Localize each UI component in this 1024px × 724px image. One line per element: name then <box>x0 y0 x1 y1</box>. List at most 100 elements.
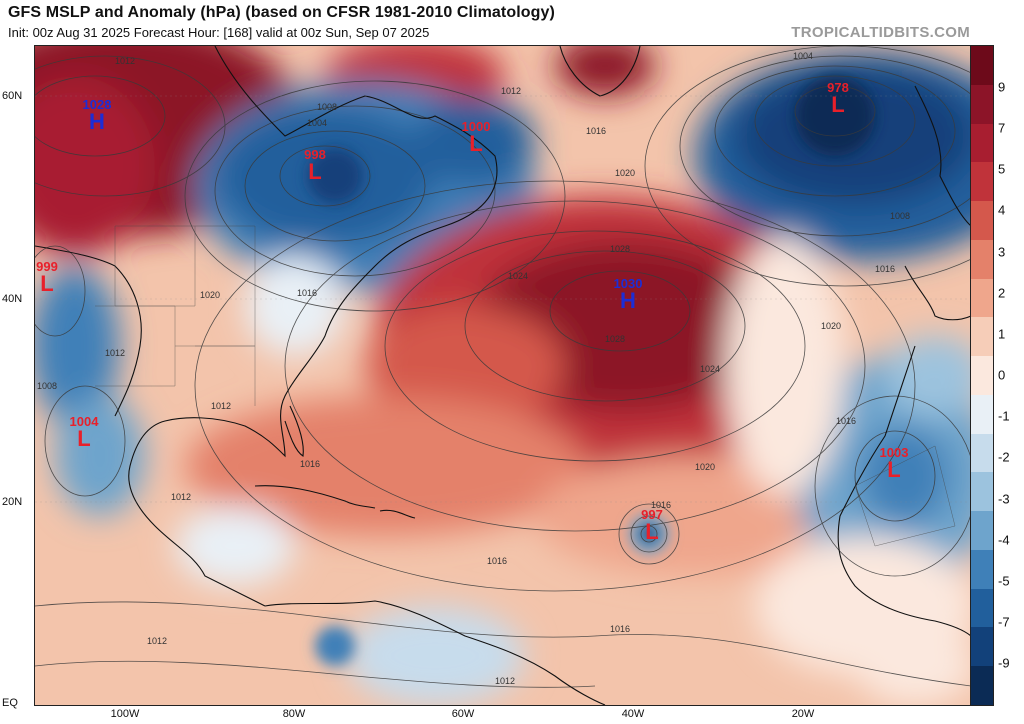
isobar <box>194 180 916 592</box>
isobar-label: 1012 <box>495 676 516 686</box>
isobar-label: 1004 <box>793 51 814 61</box>
coastline-north-america <box>128 46 498 607</box>
isobar <box>714 65 956 197</box>
low-pressure-center: 978 L <box>827 80 849 117</box>
isobar-label: 1016 <box>586 126 607 136</box>
isobar-label: 1020 <box>615 168 636 178</box>
colorbar-tick-label: -5 <box>998 573 1010 589</box>
isobar-label: 1020 <box>200 290 221 300</box>
anomaly-blob <box>345 606 525 705</box>
colorbar-tick-label: 0 <box>998 367 1006 383</box>
anomaly-blob <box>365 306 565 426</box>
longitude-label: 100W <box>110 708 140 720</box>
colorbar-swatch <box>971 394 993 434</box>
isobar <box>35 660 596 688</box>
brand-watermark: TROPICALTIDBITS.COM <box>791 24 970 41</box>
colorbar-swatch <box>971 201 993 240</box>
chart-title: GFS MSLP and Anomaly (hPa) (based on CFS… <box>8 4 555 21</box>
anomaly-blob <box>639 524 659 544</box>
colorbar-swatch <box>971 511 993 550</box>
colorbar-tick-label: -4 <box>998 532 1010 548</box>
isobar <box>35 601 971 687</box>
isobar-label: 1012 <box>171 492 192 502</box>
isobar-label: 1028 <box>605 334 626 344</box>
isobar <box>644 46 971 287</box>
isobar <box>184 80 566 312</box>
colorbar-swatch <box>971 317 993 357</box>
latitude-label: 40N <box>2 293 23 305</box>
low-pressure-center: 1003 L <box>879 445 909 482</box>
coastline-iberia <box>904 265 971 321</box>
low-pressure-center: 998 L <box>304 147 326 184</box>
isobar-label: 1012 <box>501 86 522 96</box>
anomaly-blob <box>725 236 845 496</box>
isobar-label: 1012 <box>147 636 168 646</box>
isobar-label: 1016 <box>487 556 508 566</box>
anomaly-blob <box>307 148 363 204</box>
isobar <box>549 270 691 352</box>
longitude-label: 80W <box>282 708 306 720</box>
colorbar-tick-label: 4 <box>998 202 1006 218</box>
chart-subtitle: Init: 00z Aug 31 2025 Forecast Hour: [16… <box>8 25 430 40</box>
colorbar-tick-label: -1 <box>998 408 1010 424</box>
colorbar-swatch <box>971 46 993 85</box>
state-border <box>114 225 196 307</box>
isobar-label: 1008 <box>317 102 338 112</box>
anomaly-blob <box>860 426 950 526</box>
isobar-label: 1008 <box>37 381 58 391</box>
longitude-label: 20W <box>791 708 815 720</box>
colorbar-swatch <box>971 84 993 124</box>
coastline-europe <box>914 85 971 227</box>
coastline-africa <box>837 345 971 637</box>
latitude-label: 60N <box>2 90 23 102</box>
colorbar-tick-label: -7 <box>998 614 1010 630</box>
anomaly-blob <box>175 506 295 586</box>
low-pressure-center: 1000 L <box>461 119 491 156</box>
colorbar-swatch <box>971 239 993 279</box>
isobar-label: 1012 <box>211 401 232 411</box>
isobar-label: 1020 <box>821 321 842 331</box>
colorbar <box>970 45 994 706</box>
isobar-label: 1016 <box>875 264 896 274</box>
anomaly-blob <box>555 46 655 96</box>
colorbar-tick-label: 9 <box>998 79 1006 95</box>
anomaly-blob <box>55 396 145 516</box>
low-pressure-center: 1004 L <box>69 414 99 451</box>
state-border <box>854 445 956 547</box>
colorbar-swatch <box>971 666 993 706</box>
colorbar-tick-label: 5 <box>998 161 1006 177</box>
colorbar-swatch <box>971 588 993 628</box>
isobar-label: 1016 <box>300 459 321 469</box>
longitude-label: 60W <box>451 708 475 720</box>
isobar <box>814 395 971 577</box>
colorbar-swatch <box>971 123 993 163</box>
colorbar-tick-label: -3 <box>998 491 1010 507</box>
isobar-label: 1016 <box>610 624 631 634</box>
isobar <box>279 145 371 207</box>
latitude-label: 20N <box>2 496 23 508</box>
isobar <box>35 245 86 337</box>
high-pressure-center: 1028 H <box>82 97 112 134</box>
colorbar-tick-label: -2 <box>998 449 1010 465</box>
isobar <box>854 430 936 522</box>
isobar <box>244 130 426 242</box>
anomaly-blob <box>185 396 585 536</box>
coastline-hispaniola <box>379 509 416 519</box>
low-pressure-center: 999 L <box>36 259 58 296</box>
isobar-label: 1008 <box>890 211 911 221</box>
isobar <box>794 85 876 137</box>
colorbar-swatch <box>971 627 993 667</box>
colorbar-tick-label: 3 <box>998 244 1006 260</box>
coastline-cuba <box>254 485 376 509</box>
isobar <box>284 200 866 532</box>
isobar <box>35 75 166 157</box>
low-pressure-center: 997 L <box>641 507 663 544</box>
isobar-label: 1016 <box>651 500 672 510</box>
coastline-north-america <box>35 245 142 417</box>
anomaly-blob <box>245 256 345 356</box>
colorbar-tick-label: 1 <box>998 326 1006 342</box>
colorbar-swatch <box>971 472 993 512</box>
isobar-label: 1016 <box>836 416 857 426</box>
latitude-label: EQ <box>2 697 18 709</box>
isobar-label: 1016 <box>297 288 318 298</box>
